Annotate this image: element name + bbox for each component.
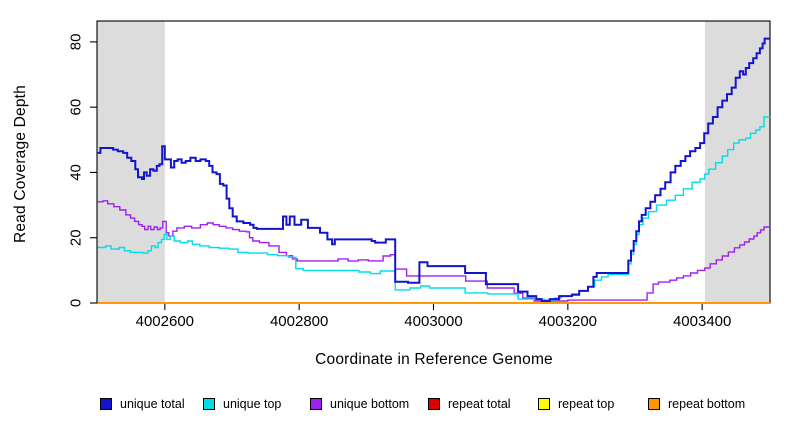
x-tick-label: 4003000 xyxy=(404,313,462,330)
legend-label: unique top xyxy=(223,397,282,411)
series-line-unique-total xyxy=(97,37,770,302)
legend-label: unique total xyxy=(120,397,185,411)
legend-item-unique-top: unique top xyxy=(203,396,281,412)
legend-item-unique-total: unique total xyxy=(100,396,185,412)
coverage-plot-canvas: 4002600 4002800 4003000 4003200 4003400 0 20 40… xyxy=(68,20,771,330)
x-tick-label: 4003400 xyxy=(673,313,731,330)
y-tick-label: 20 xyxy=(68,229,85,246)
highlight-region-2 xyxy=(704,21,770,303)
legend-swatch-repeat-top xyxy=(538,398,550,410)
y-tick-label: 0 xyxy=(68,299,85,307)
legend-label: unique bottom xyxy=(330,397,410,411)
chart-legend: unique total unique top unique bottom repea… xyxy=(0,396,792,416)
x-axis-title: Coordinate in Reference Genome xyxy=(315,351,553,368)
x-tick-label: 4002800 xyxy=(270,313,328,330)
legend-swatch-unique-bottom xyxy=(310,398,322,410)
legend-item-unique-bottom: unique bottom xyxy=(310,396,409,412)
legend-item-repeat-bottom: repeat bottom xyxy=(648,396,745,412)
legend-label: repeat top xyxy=(558,397,615,411)
y-tick-label: 80 xyxy=(68,34,85,51)
y-tick-label: 40 xyxy=(68,164,85,181)
legend-item-repeat-top: repeat top xyxy=(538,396,614,412)
legend-swatch-repeat-total xyxy=(428,398,440,410)
series-line-unique-bottom xyxy=(97,200,770,302)
x-tick-label: 4003200 xyxy=(539,313,597,330)
y-tick-label: 60 xyxy=(68,99,85,116)
legend-swatch-repeat-bottom xyxy=(648,398,660,410)
legend-item-repeat-total: repeat total xyxy=(428,396,511,412)
x-tick-label: 4002600 xyxy=(136,313,194,330)
legend-swatch-unique-total xyxy=(100,398,112,410)
y-axis-title: Read Coverage Depth xyxy=(12,84,29,244)
series-line-unique-top xyxy=(97,116,770,301)
legend-label: repeat bottom xyxy=(668,397,746,411)
legend-label: repeat total xyxy=(448,397,511,411)
legend-swatch-unique-top xyxy=(203,398,215,410)
